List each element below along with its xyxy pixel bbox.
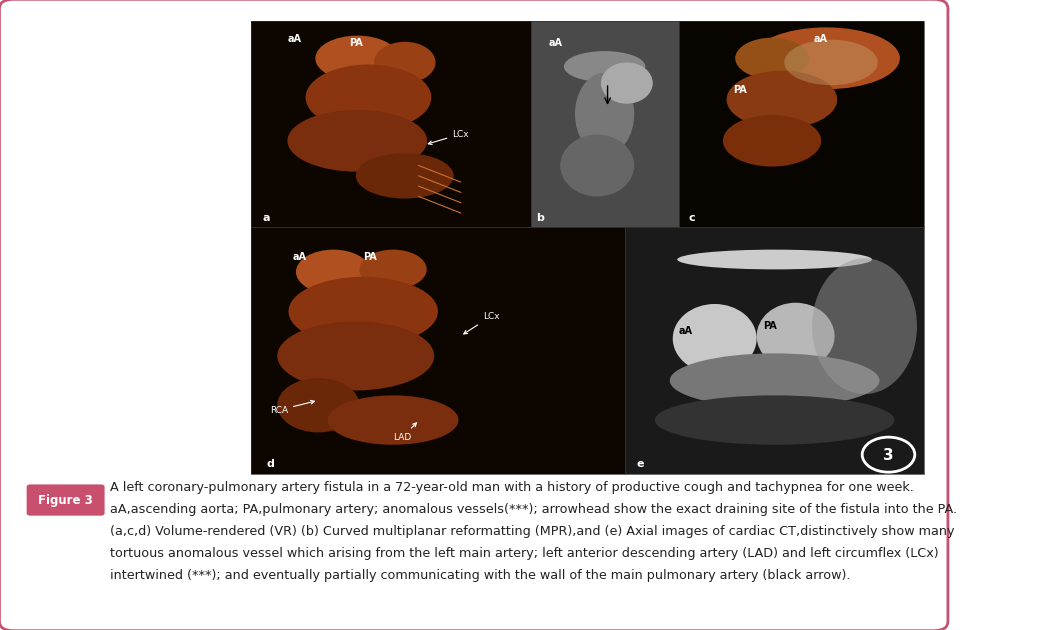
Ellipse shape [669,353,880,408]
Text: (a,c,d) Volume-rendered (VR) (b) Curved multiplanar reformatting (MPR),and (e) A: (a,c,d) Volume-rendered (VR) (b) Curved … [110,525,955,538]
Text: Figure 3: Figure 3 [38,493,93,507]
Bar [251,21,530,227]
Ellipse shape [355,153,454,198]
Bar [251,21,530,227]
Ellipse shape [277,321,434,391]
Ellipse shape [655,396,894,445]
Text: aA: aA [814,34,828,44]
Ellipse shape [289,277,438,346]
Bar [530,21,679,227]
Ellipse shape [328,396,458,445]
Ellipse shape [315,36,399,81]
Text: A left coronary-pulmonary artery fistula in a 72-year-old man with a history of : A left coronary-pulmonary artery fistula… [110,481,915,494]
Ellipse shape [277,378,360,432]
Bar [625,227,924,474]
Text: aA: aA [549,38,562,48]
Text: a: a [262,213,269,223]
Ellipse shape [306,64,432,130]
Ellipse shape [601,62,653,104]
Text: aA: aA [292,251,307,261]
Ellipse shape [360,249,427,289]
Text: intertwined (***); and eventually partially communicating with the wall of the m: intertwined (***); and eventually partia… [110,569,851,582]
Text: RCA: RCA [269,401,314,415]
Text: tortuous anomalous vessel which arising from the left main artery; left anterior: tortuous anomalous vessel which arising … [110,547,939,560]
Ellipse shape [575,72,634,155]
Ellipse shape [673,304,756,373]
Ellipse shape [677,249,872,270]
Text: LCx: LCx [429,130,469,144]
Bar [251,227,625,474]
Text: PA: PA [363,251,377,261]
Ellipse shape [723,115,821,166]
Bar [530,21,679,227]
FancyBboxPatch shape [0,0,947,630]
Ellipse shape [784,40,877,85]
Bar [251,227,625,474]
Text: PA: PA [733,85,747,95]
Text: aA,ascending aorta; PA,pulmonary artery; anomalous vessels(***); arrowhead show : aA,ascending aorta; PA,pulmonary artery;… [110,503,957,516]
Bar [625,227,924,474]
Text: LCx: LCx [464,312,500,334]
FancyBboxPatch shape [27,484,105,516]
Ellipse shape [296,249,370,294]
Ellipse shape [727,71,837,129]
Text: d: d [266,459,274,469]
Text: PA: PA [349,38,363,48]
Text: LAD: LAD [394,423,417,442]
Text: e: e [637,459,644,469]
Ellipse shape [560,135,634,197]
Text: c: c [689,213,695,223]
Text: aA: aA [288,34,301,44]
Text: aA: aA [679,326,693,336]
Ellipse shape [756,303,835,369]
Text: 3: 3 [883,448,893,463]
Bar [679,21,924,227]
Text: b: b [537,213,544,223]
Ellipse shape [375,42,435,83]
Ellipse shape [563,51,645,82]
Ellipse shape [812,258,917,394]
Ellipse shape [735,38,808,79]
Ellipse shape [752,27,900,89]
Ellipse shape [288,110,428,172]
Text: PA: PA [763,321,777,331]
Bar [679,21,924,227]
